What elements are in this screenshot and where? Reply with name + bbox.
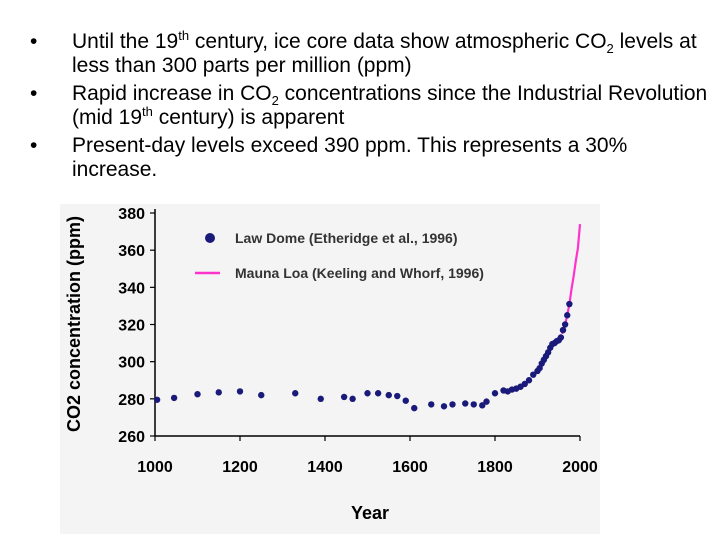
- bullet-item: • Present-day levels exceed 390 ppm. This…: [30, 134, 710, 182]
- bullet-text-part: century, ice core data show atmospheric …: [189, 30, 607, 53]
- law-dome-point: [440, 403, 448, 410]
- law-dome-point: [258, 391, 265, 399]
- law-dome-point: [428, 401, 435, 408]
- y-tick-label: 320: [118, 318, 145, 335]
- law-dome-point: [374, 390, 382, 397]
- bullet-dot: •: [30, 82, 38, 105]
- bullet-text-part: levels at less than 300 parts per millio…: [72, 30, 697, 77]
- y-tick-label: 340: [118, 280, 145, 297]
- law-dome-point: [530, 371, 537, 378]
- bullet-text-part: century) is apparent: [152, 106, 345, 129]
- bullet-item: • Rapid increase in CO2 concentrations si…: [30, 82, 710, 130]
- law-dome-point: [317, 395, 324, 403]
- x-tick-label: 1000: [137, 459, 173, 476]
- y-tick-label: 360: [118, 243, 145, 260]
- law-dome-point: [236, 388, 244, 395]
- law-dome-point: [479, 402, 486, 409]
- law-dome-point: [557, 334, 565, 341]
- bullet-text-part: Present-day levels exceed 390 ppm. This …: [72, 134, 628, 181]
- x-tick-label: 1800: [477, 459, 513, 476]
- y-tick-label: 280: [118, 392, 145, 409]
- x-tick-label: 1600: [392, 459, 428, 476]
- x-tick-label: 2000: [562, 459, 598, 476]
- bullet-item: • Until the 19th century, ice core data s…: [30, 28, 710, 78]
- chart-ticks: 260 280 300 320 340 360 380 1000 1200 1400 1600 180…: [118, 206, 598, 476]
- bullet-text-part: th: [142, 104, 153, 119]
- chart-legend: Law Dome (Etheridge et al., 1996) Mauna L…: [195, 230, 484, 281]
- law-dome-point: [462, 400, 469, 407]
- bullet-text: Present-day levels exceed 390 ppm. This …: [72, 134, 627, 181]
- law-dome-point: [564, 312, 571, 319]
- x-tick-label: 1400: [307, 459, 343, 476]
- co2-chart: 260 280 300 320 340 360 380 1000 1200 1400 1600 180…: [60, 204, 600, 534]
- legend-label-law-dome: Law Dome (Etheridge et al., 1996): [235, 230, 458, 246]
- law-dome-point: [470, 401, 477, 408]
- bullet-text: Rapid increase in CO2 concentrations sin…: [72, 82, 707, 129]
- x-axis-title: Year: [351, 503, 389, 523]
- law-dome-point: [559, 326, 567, 334]
- law-dome-point: [170, 394, 178, 402]
- bullet-text-part: Rapid increase in CO: [72, 82, 272, 105]
- law-dome-point: [525, 377, 533, 384]
- law-dome-point: [349, 395, 356, 403]
- bullet-text-part: Until the 19: [72, 30, 179, 53]
- y-tick-label: 380: [118, 206, 145, 223]
- law-dome-point: [364, 390, 371, 397]
- law-dome-point: [521, 380, 528, 388]
- bullet-text-part: 2: [606, 41, 614, 57]
- law-dome-point: [483, 398, 490, 405]
- bullet-text-part: concentrations since the Industrial Revo…: [72, 82, 708, 129]
- y-tick-label: 300: [118, 355, 145, 372]
- law-dome-point: [566, 300, 573, 308]
- bullet-dot: •: [30, 134, 38, 157]
- bullet-text-part: 2: [271, 93, 279, 109]
- bullet-dot: •: [30, 30, 38, 53]
- law-dome-point: [411, 404, 418, 412]
- bullet-list: • Until the 19th century, ice core data s…: [30, 28, 710, 186]
- y-tick-label: 260: [118, 429, 145, 446]
- law-dome-point: [340, 393, 348, 401]
- law-dome-point: [292, 390, 299, 397]
- bullet-text: Until the 19th century, ice core data sh…: [72, 28, 697, 77]
- y-axis-title: CO2 concentration (ppm): [64, 216, 84, 432]
- bullet-text-part: th: [178, 28, 190, 43]
- law-dome-point: [561, 321, 569, 328]
- chart-background: [60, 204, 600, 534]
- law-dome-point: [194, 390, 201, 398]
- law-dome-point: [394, 392, 401, 400]
- legend-marker-law-dome: [205, 233, 215, 243]
- law-dome-point: [449, 401, 456, 408]
- law-dome-point: [153, 396, 161, 403]
- legend-label-mauna-loa: Mauna Loa (Keeling and Whorf, 1996): [235, 265, 484, 281]
- law-dome-point: [385, 391, 392, 399]
- law-dome-point: [402, 397, 409, 404]
- x-tick-label: 1200: [222, 459, 258, 476]
- chart-marks: [153, 224, 582, 412]
- law-dome-point: [491, 390, 499, 397]
- law-dome-point: [215, 389, 222, 396]
